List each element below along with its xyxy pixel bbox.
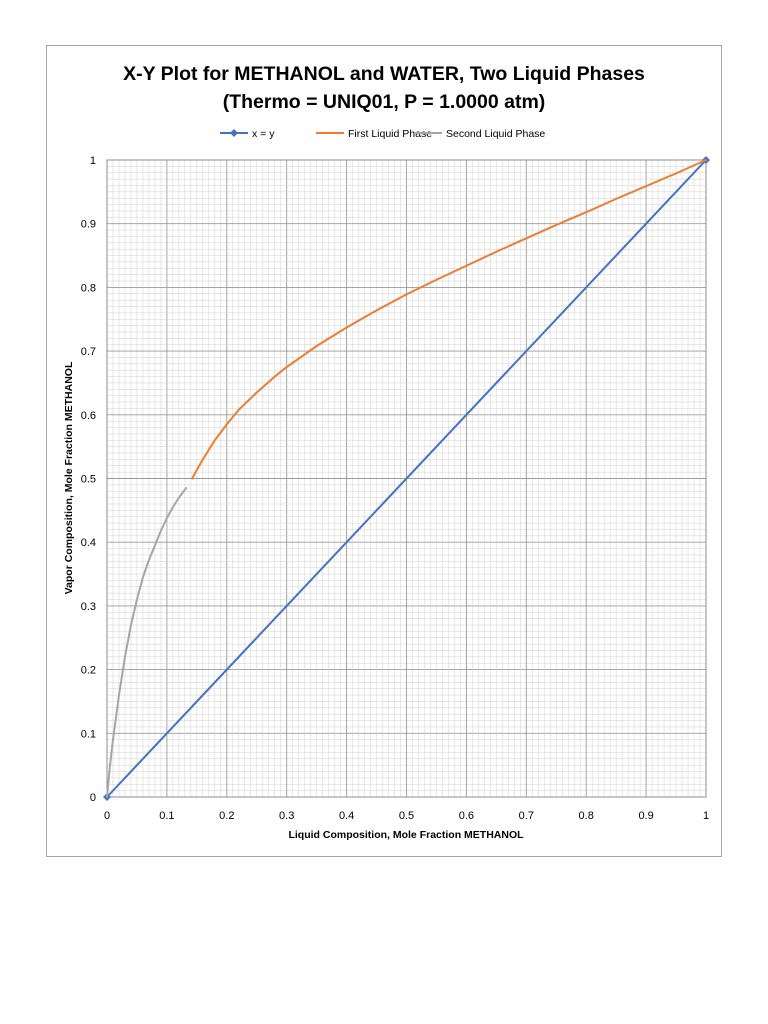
x-tick-label: 0.2 — [219, 810, 234, 822]
chart-title: X-Y Plot for METHANOL and WATER, Two Liq… — [123, 63, 645, 85]
y-tick-label: 0.8 — [81, 282, 96, 294]
legend: x = y First Liquid Phase Second Liquid Pha… — [220, 128, 545, 140]
series-layer — [103, 156, 710, 801]
grid — [106, 159, 707, 798]
x-tick-label: 0.1 — [159, 810, 174, 822]
y-tick-label: 0.2 — [81, 665, 96, 677]
plot-area-border — [106, 159, 707, 798]
y-tick-label: 0.9 — [81, 219, 96, 231]
series-line-x-y — [106, 159, 707, 798]
x-tick-label: 0.3 — [279, 810, 294, 822]
legend-label-second-liquid-phase: Second Liquid Phase — [446, 128, 545, 140]
x-axis-label: Liquid Composition, Mole Fraction METHAN… — [288, 829, 524, 841]
y-tick-label: 0 — [90, 792, 96, 804]
x-tick-label: 0.4 — [339, 810, 354, 822]
y-tick-label: 0.3 — [81, 601, 96, 613]
axes — [106, 159, 707, 798]
legend-marker-x-y — [230, 129, 238, 137]
chart-frame — [46, 45, 722, 857]
chart-subtitle: (Thermo = UNIQ01, P = 1.0000 atm) — [223, 91, 546, 113]
x-tick-label: 0 — [104, 810, 110, 822]
y-axis-label: Vapor Composition, Mole Fraction METHANO… — [63, 361, 75, 594]
tick-labels: 0 0.1 0.2 0.3 0.4 0.5 0.6 0.7 0.8 0.9 1 0 0.1 0.2 0.3 0… — [81, 155, 709, 822]
x-tick-label: 0.7 — [519, 810, 534, 822]
y-tick-label: 1 — [90, 155, 96, 167]
x-tick-label: 0.6 — [459, 810, 474, 822]
series-line-first-liquid-phase — [191, 159, 707, 480]
x-tick-label: 0.8 — [579, 810, 594, 822]
x-tick-label: 1 — [703, 810, 709, 822]
x-tick-label: 0.9 — [638, 810, 653, 822]
x-tick-label: 0.5 — [399, 810, 414, 822]
series-line-second-liquid-phase — [106, 487, 188, 798]
y-tick-label: 0.4 — [81, 537, 96, 549]
y-tick-label: 0.5 — [81, 474, 96, 486]
y-tick-label: 0.6 — [81, 410, 96, 422]
legend-label-first-liquid-phase: First Liquid Phase — [348, 128, 432, 140]
legend-label-x-y: x = y — [252, 128, 275, 140]
y-tick-label: 0.1 — [81, 728, 96, 740]
y-tick-label: 0.7 — [81, 346, 96, 358]
